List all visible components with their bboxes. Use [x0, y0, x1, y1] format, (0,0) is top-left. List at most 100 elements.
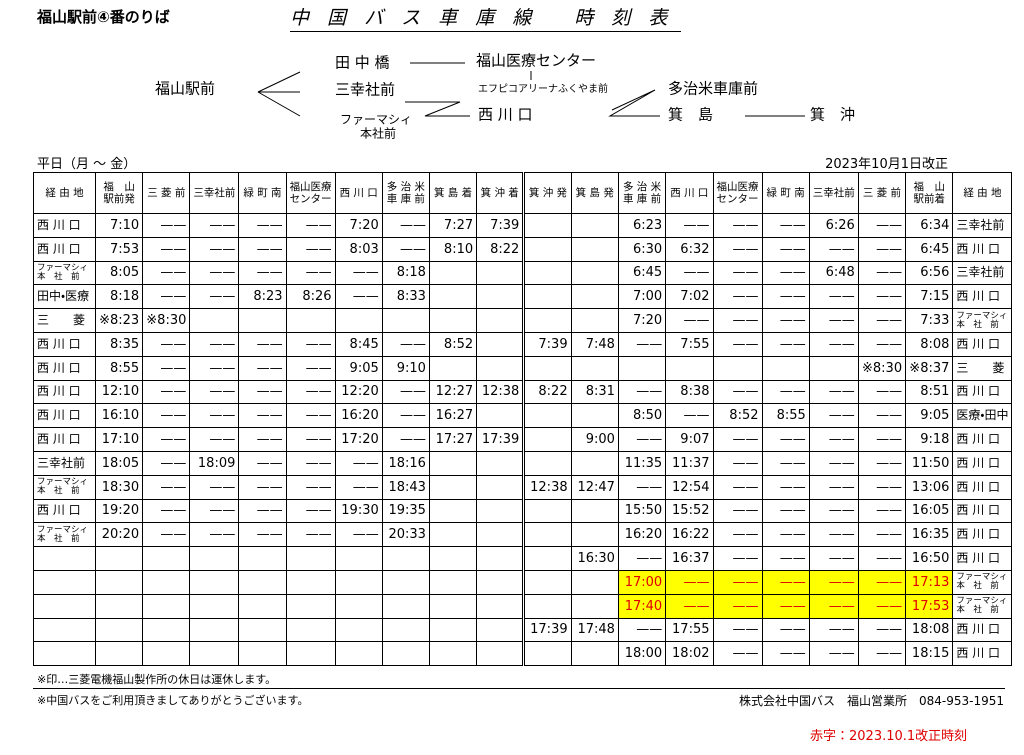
time-cell: ——: [808, 569, 859, 595]
time-cell: [428, 474, 478, 500]
cell-text: 西 川 口: [956, 622, 1001, 637]
route-node: 本社前: [360, 126, 396, 141]
cell-text: ——: [732, 265, 759, 281]
via-cell: 西 川 口: [952, 498, 1013, 524]
timetable-row: 田中・医療 8:18 —— —— 8:23 8:26 —— 8:33 7:00 7:02 —— —— —…: [33, 284, 1013, 310]
header-row: 経 由 地福 山駅前発三 菱 前三幸社前緑 町 南福山医療 センター西 川 口多 …: [33, 172, 1013, 214]
time-cell: [712, 355, 763, 381]
timetable-row: 西 川 口 19:20 —— —— —— —— 19:30 19:35 15:50 15:52 ——…: [33, 498, 1013, 524]
time-cell: ——: [238, 450, 287, 476]
via-cell: 西 川 口: [952, 450, 1013, 476]
cell-text: ——: [779, 622, 806, 638]
cell-text: ——: [256, 479, 283, 495]
company-info: 株式会社中国バス 福山営業所 084-953-1951: [738, 694, 1004, 708]
time-cell: 9:05: [905, 403, 954, 429]
time-cell: ——: [857, 450, 907, 476]
time-cell: [142, 617, 191, 643]
cell-text: ※8:30: [862, 360, 903, 376]
cell-text: 8:55: [776, 408, 806, 424]
cell-text: 7:20: [349, 217, 379, 233]
cell-text: ——: [779, 455, 806, 471]
time-cell: [285, 641, 336, 667]
route-line: [257, 71, 301, 93]
time-cell: ——: [808, 474, 859, 500]
time-cell: [522, 260, 572, 286]
time-cell: ——: [334, 474, 383, 500]
cell-text: 三幸社前: [956, 265, 1005, 280]
column-header: 福 山駅前着: [905, 172, 954, 214]
time-cell: ——: [712, 617, 763, 643]
cell-text: ——: [876, 598, 903, 614]
time-cell: 16:27: [428, 403, 478, 429]
cell-text: 18:30: [101, 479, 140, 495]
cell-text: ——: [876, 503, 903, 519]
cell-text: ——: [779, 217, 806, 233]
cell-text: ——: [209, 289, 236, 305]
time-cell: 6:26: [808, 213, 859, 238]
time-cell: 12:10: [94, 379, 144, 405]
cell-text: ——: [305, 265, 332, 281]
time-cell: 8:52: [428, 331, 478, 357]
cell-text: 医療・田中: [956, 408, 1009, 423]
cell-text: 三 菱: [956, 360, 1005, 375]
cell-text: ——: [209, 408, 236, 424]
cell-text: ——: [209, 527, 236, 543]
timetable-row: 西 川 口 7:10 —— —— —— —— 7:20 —— 7:27 7:39 6:23 —— —— —…: [33, 213, 1013, 238]
time-cell: 8:22: [522, 379, 572, 405]
cell-text: ——: [683, 598, 710, 614]
via-cell: 西 川 口: [952, 474, 1013, 500]
time-cell: ——: [285, 498, 336, 524]
time-cell: [476, 569, 525, 595]
time-cell: ——: [142, 260, 191, 286]
cell-text: 西 川 口: [37, 432, 81, 447]
time-cell: ——: [381, 331, 430, 357]
time-cell: 15:52: [665, 498, 714, 524]
cell-text: ——: [779, 527, 806, 543]
time-cell: 17:48: [570, 617, 619, 643]
time-cell: [381, 546, 430, 571]
cell-text: 6:26: [825, 217, 855, 233]
time-cell: [381, 617, 430, 643]
cell-line: 三幸社前: [193, 187, 236, 199]
time-cell: ——: [142, 498, 191, 524]
cell-text: ——: [305, 479, 332, 495]
cell-text: ——: [305, 432, 332, 448]
time-cell: [334, 569, 383, 595]
route-node: 多治米車庫前: [668, 80, 758, 98]
footnote: ※中国バスをご利用頂きましてありがとうございます。: [37, 694, 309, 707]
time-cell: 8:38: [665, 379, 714, 405]
time-cell: ——: [808, 331, 859, 357]
cell-text: ——: [160, 217, 187, 233]
cell-text: 8:05: [109, 265, 140, 281]
column-header: 経 由 地: [952, 172, 1013, 214]
cell-text: ——: [256, 336, 283, 352]
time-cell: [189, 546, 240, 571]
time-cell: ——: [761, 427, 810, 452]
time-cell: 8:31: [570, 379, 619, 405]
time-cell: [189, 593, 240, 619]
time-cell: 16:37: [665, 546, 714, 571]
time-cell: [94, 593, 144, 619]
time-cell: [476, 498, 525, 524]
time-cell: ——: [665, 308, 714, 333]
cell-line: 多 治 米: [386, 181, 425, 193]
cell-text: ——: [256, 527, 283, 543]
cell-line: 車 庫 前: [386, 193, 425, 205]
cell-text: ——: [828, 289, 855, 305]
cell-text: ——: [876, 646, 903, 662]
cell-text: ——: [732, 503, 759, 519]
time-cell: ——: [761, 260, 810, 286]
time-cell: ——: [808, 593, 859, 619]
cell-text: ——: [160, 503, 187, 519]
timetable-row: 西 川 口 17:10 —— —— —— —— 17:20 —— 17:27 17:39 9:00 —…: [33, 427, 1013, 452]
time-cell: ——: [189, 284, 240, 310]
time-cell: [428, 522, 478, 548]
time-cell: 17:20: [334, 427, 383, 452]
cell-text: 7:53: [109, 241, 140, 257]
route-line: [405, 101, 470, 117]
stop-name: 福山駅前④番のりば: [37, 8, 170, 26]
timetable-row: 西 川 口 8:35 —— —— —— —— 8:45 —— 8:52 7:39 7:48 —— 7:5…: [33, 331, 1013, 357]
time-cell: [570, 308, 619, 333]
cell-text: ——: [732, 384, 759, 400]
cell-text: 6:45: [920, 241, 950, 257]
